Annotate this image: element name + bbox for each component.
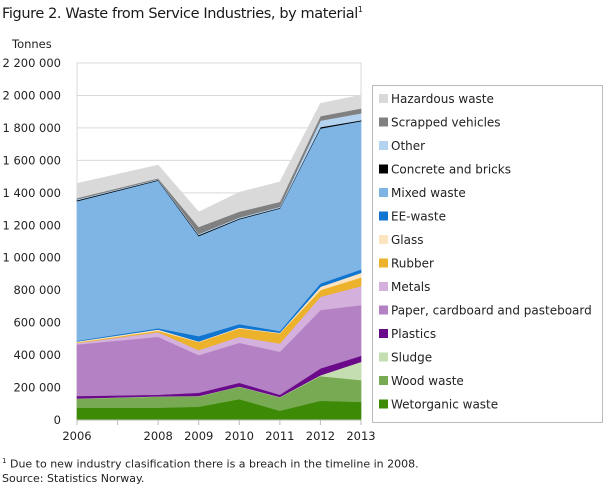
legend-swatch — [379, 235, 388, 244]
legend-swatch — [379, 94, 388, 103]
legend-swatch — [379, 376, 388, 385]
y-tick-label: 400 000 — [13, 348, 61, 362]
y-tick-label: 1 200 000 — [2, 218, 61, 232]
legend-swatch — [379, 211, 388, 221]
area-hazardous-waste — [76, 94, 362, 228]
legend-label: Wood waste — [391, 374, 464, 388]
legend-label: EE-waste — [391, 210, 446, 224]
legend-label: Plastics — [391, 327, 436, 341]
x-tick-label: 2008 — [144, 429, 173, 443]
legend-swatch — [379, 282, 388, 291]
y-tick-label: 600 000 — [13, 316, 61, 330]
footnote-text: Due to new industry clasification there … — [9, 457, 419, 471]
y-tick-label: 200 000 — [13, 381, 61, 395]
y-tick-label: 1 000 000 — [2, 251, 61, 265]
legend-label: Hazardous waste — [391, 92, 494, 106]
legend-swatch — [379, 141, 388, 150]
y-tick-label: 2 200 000 — [2, 56, 61, 70]
x-tick-label: 2009 — [184, 429, 213, 443]
source-note: Source: Statistics Norway. — [2, 472, 145, 485]
legend-label: Glass — [391, 233, 424, 247]
x-tick-label: 2006 — [62, 429, 91, 443]
footnote: 1 Due to new industry clasification ther… — [2, 457, 419, 471]
legend-swatch — [379, 305, 388, 315]
legend-label: Mixed waste — [391, 186, 466, 200]
y-tick-label: 800 000 — [13, 283, 61, 297]
y-axis-unit-label: Tonnes — [12, 37, 52, 51]
y-tick-label: 1 800 000 — [2, 121, 61, 135]
x-tick-label: 2013 — [346, 429, 375, 443]
y-tick-label: 0 — [54, 413, 61, 427]
legend-swatch — [379, 188, 388, 197]
legend-swatch — [379, 258, 388, 268]
x-tick-label: 2010 — [225, 429, 254, 443]
legend-label: Paper, cardboard and pasteboard — [391, 304, 592, 318]
legend-label: Concrete and bricks — [391, 163, 511, 177]
legend-swatch — [379, 164, 388, 174]
legend-label: Scrapped vehicles — [391, 116, 501, 130]
legend-label: Sludge — [391, 351, 432, 365]
footnote-mark: 1 — [2, 457, 7, 465]
legend-label: Rubber — [391, 257, 434, 271]
legend-swatch — [379, 117, 388, 127]
legend-label: Other — [391, 139, 425, 153]
y-tick-label: 2 000 000 — [2, 88, 61, 102]
x-tick-label: 2012 — [306, 429, 335, 443]
y-tick-label: 1 400 000 — [2, 186, 61, 200]
x-tick-label: 2011 — [265, 429, 294, 443]
legend-label: Metals — [391, 280, 430, 294]
legend-swatch — [379, 399, 388, 409]
chart-title-text: Figure 2. Waste from Service Industries,… — [2, 5, 358, 22]
legend-label: Wetorganic waste — [391, 398, 498, 412]
legend-swatch — [379, 352, 388, 362]
title-footnote-mark: 1 — [357, 5, 363, 14]
legend-swatch — [379, 329, 388, 338]
chart-title: Figure 2. Waste from Service Industries,… — [2, 5, 363, 22]
y-tick-label: 1 600 000 — [2, 153, 61, 167]
legend-box — [372, 85, 603, 423]
